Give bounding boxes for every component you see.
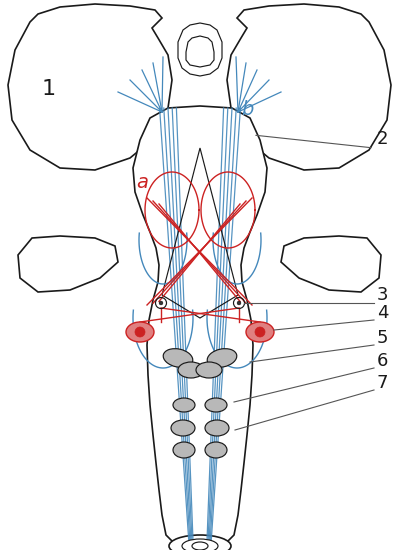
- Ellipse shape: [169, 535, 231, 550]
- Polygon shape: [281, 236, 381, 292]
- Polygon shape: [227, 4, 391, 170]
- Text: a: a: [136, 173, 148, 192]
- Polygon shape: [18, 236, 118, 292]
- Ellipse shape: [178, 362, 204, 378]
- Ellipse shape: [207, 349, 237, 367]
- Ellipse shape: [126, 322, 154, 342]
- Ellipse shape: [173, 398, 195, 412]
- Polygon shape: [133, 106, 267, 548]
- Ellipse shape: [205, 420, 229, 436]
- Text: 4: 4: [377, 304, 389, 322]
- Ellipse shape: [192, 542, 208, 550]
- Text: 6: 6: [377, 352, 388, 370]
- Ellipse shape: [246, 322, 274, 342]
- Text: b: b: [241, 100, 253, 119]
- Ellipse shape: [173, 442, 195, 458]
- Ellipse shape: [182, 539, 218, 550]
- Ellipse shape: [205, 398, 227, 412]
- Ellipse shape: [171, 420, 195, 436]
- Circle shape: [135, 327, 145, 337]
- Ellipse shape: [205, 442, 227, 458]
- Circle shape: [255, 327, 265, 337]
- Circle shape: [237, 301, 241, 305]
- Ellipse shape: [163, 349, 193, 367]
- Polygon shape: [178, 23, 222, 76]
- Ellipse shape: [196, 362, 222, 378]
- Text: 1: 1: [42, 79, 56, 99]
- Polygon shape: [8, 4, 172, 170]
- Text: 3: 3: [377, 286, 389, 304]
- Polygon shape: [186, 36, 214, 67]
- Text: 5: 5: [377, 329, 389, 347]
- Circle shape: [159, 301, 163, 305]
- Text: 7: 7: [377, 374, 389, 392]
- Text: 2: 2: [377, 130, 389, 148]
